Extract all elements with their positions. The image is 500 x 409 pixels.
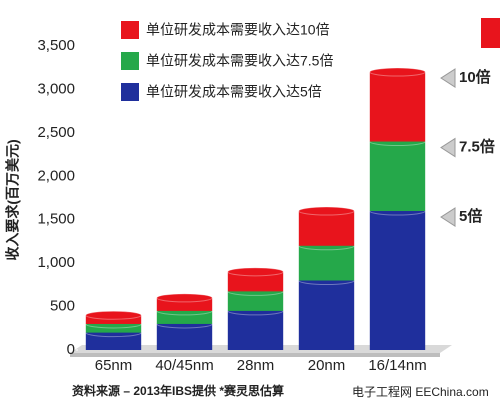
- bar-cap: [298, 206, 355, 216]
- bar-cap: [156, 293, 213, 303]
- annotation-arrow: [440, 207, 456, 227]
- bar-segment: [85, 323, 142, 333]
- annotation: 10倍: [459, 68, 491, 86]
- bar-segment: [227, 271, 284, 292]
- legend-label: 单位研发成本需要收入达5倍: [146, 84, 322, 100]
- bar-segment: [85, 332, 142, 350]
- bar-segment: [298, 245, 355, 281]
- legend-swatch: [121, 52, 139, 70]
- y-tick-label: 1,000: [37, 254, 75, 271]
- x-tick-label: 40/45nm: [155, 357, 213, 374]
- bar-segment: [298, 280, 355, 350]
- legend-label: 单位研发成本需要收入达7.5倍: [146, 53, 333, 69]
- y-tick-label: 3,000: [37, 80, 75, 97]
- x-tick-label: 20nm: [308, 357, 346, 374]
- bar-cap: [227, 267, 284, 277]
- y-tick-label: 500: [50, 298, 75, 315]
- bar-segment: [156, 323, 213, 350]
- bar-segment: [369, 141, 426, 212]
- bar-segment: [369, 211, 426, 350]
- annotation: 7.5倍: [459, 138, 495, 156]
- bar-segment: [227, 291, 284, 311]
- legend-swatch: [121, 21, 139, 39]
- x-tick-label: 28nm: [237, 357, 275, 374]
- annotation-arrow: [440, 68, 456, 88]
- bar-segment: [227, 310, 284, 350]
- x-tick-label: 65nm: [95, 357, 133, 374]
- y-tick-label: 2,000: [37, 167, 75, 184]
- floor-edge: [70, 353, 440, 357]
- watermark: 电子工程网 EEChina.com: [352, 384, 489, 399]
- bar-cap: [85, 310, 142, 320]
- y-tick-label: 3,500: [37, 37, 75, 54]
- y-tick-label: 0: [67, 341, 75, 358]
- bar-segment: [369, 72, 426, 142]
- source-note: 资料来源 – 2013年IBS提供 *赛灵思估算: [72, 383, 284, 398]
- y-tick-label: 1,500: [37, 211, 75, 228]
- y-axis-label: 收入要求(百万美元): [5, 139, 21, 260]
- legend-swatch: [121, 83, 139, 101]
- y-tick-label: 2,500: [37, 124, 75, 141]
- annotation: 5倍: [459, 207, 482, 225]
- bar-segment: [298, 211, 355, 246]
- annotation-arrow: [440, 137, 456, 158]
- bar-segment: [85, 315, 142, 324]
- bar-cap: [369, 67, 426, 77]
- corner-decoration: [481, 18, 500, 48]
- x-tick-label: 16/14nm: [368, 357, 426, 374]
- legend-label: 单位研发成本需要收入达10倍: [146, 22, 330, 38]
